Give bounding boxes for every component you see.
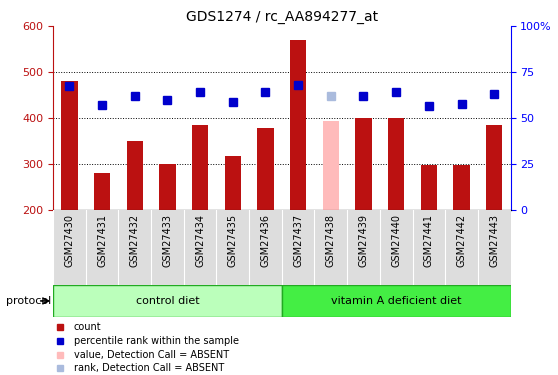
Text: protocol: protocol <box>6 296 51 306</box>
Bar <box>127 141 143 210</box>
Text: GSM27436: GSM27436 <box>261 214 271 267</box>
Text: percentile rank within the sample: percentile rank within the sample <box>74 336 239 346</box>
Bar <box>323 122 339 210</box>
Text: GSM27439: GSM27439 <box>358 214 368 267</box>
Text: GSM27438: GSM27438 <box>326 214 336 267</box>
Text: GSM27443: GSM27443 <box>489 214 499 267</box>
Text: GSM27442: GSM27442 <box>456 214 466 267</box>
Bar <box>94 173 110 210</box>
Title: GDS1274 / rc_AA894277_at: GDS1274 / rc_AA894277_at <box>186 10 378 24</box>
Text: value, Detection Call = ABSENT: value, Detection Call = ABSENT <box>74 350 229 360</box>
Bar <box>421 165 437 210</box>
Text: GSM27441: GSM27441 <box>424 214 434 267</box>
Text: GSM27434: GSM27434 <box>195 214 205 267</box>
Text: GSM27435: GSM27435 <box>228 214 238 267</box>
Bar <box>486 125 502 210</box>
Text: GSM27430: GSM27430 <box>64 214 74 267</box>
Text: GSM27440: GSM27440 <box>391 214 401 267</box>
Text: GSM27432: GSM27432 <box>129 214 140 267</box>
Text: control diet: control diet <box>136 296 199 306</box>
Bar <box>290 40 306 210</box>
Bar <box>159 164 176 210</box>
Text: vitamin A deficient diet: vitamin A deficient diet <box>331 296 461 306</box>
Bar <box>53 285 282 317</box>
Text: GSM27437: GSM27437 <box>293 214 303 267</box>
Bar <box>388 118 405 210</box>
Bar <box>282 285 511 317</box>
Text: GSM27431: GSM27431 <box>97 214 107 267</box>
Text: GSM27433: GSM27433 <box>162 214 172 267</box>
Bar <box>224 156 241 210</box>
Bar <box>355 118 372 210</box>
Bar <box>61 81 78 210</box>
Bar <box>257 128 273 210</box>
Bar <box>192 125 208 210</box>
Text: count: count <box>74 322 101 332</box>
Text: rank, Detection Call = ABSENT: rank, Detection Call = ABSENT <box>74 363 224 373</box>
Bar <box>453 165 470 210</box>
